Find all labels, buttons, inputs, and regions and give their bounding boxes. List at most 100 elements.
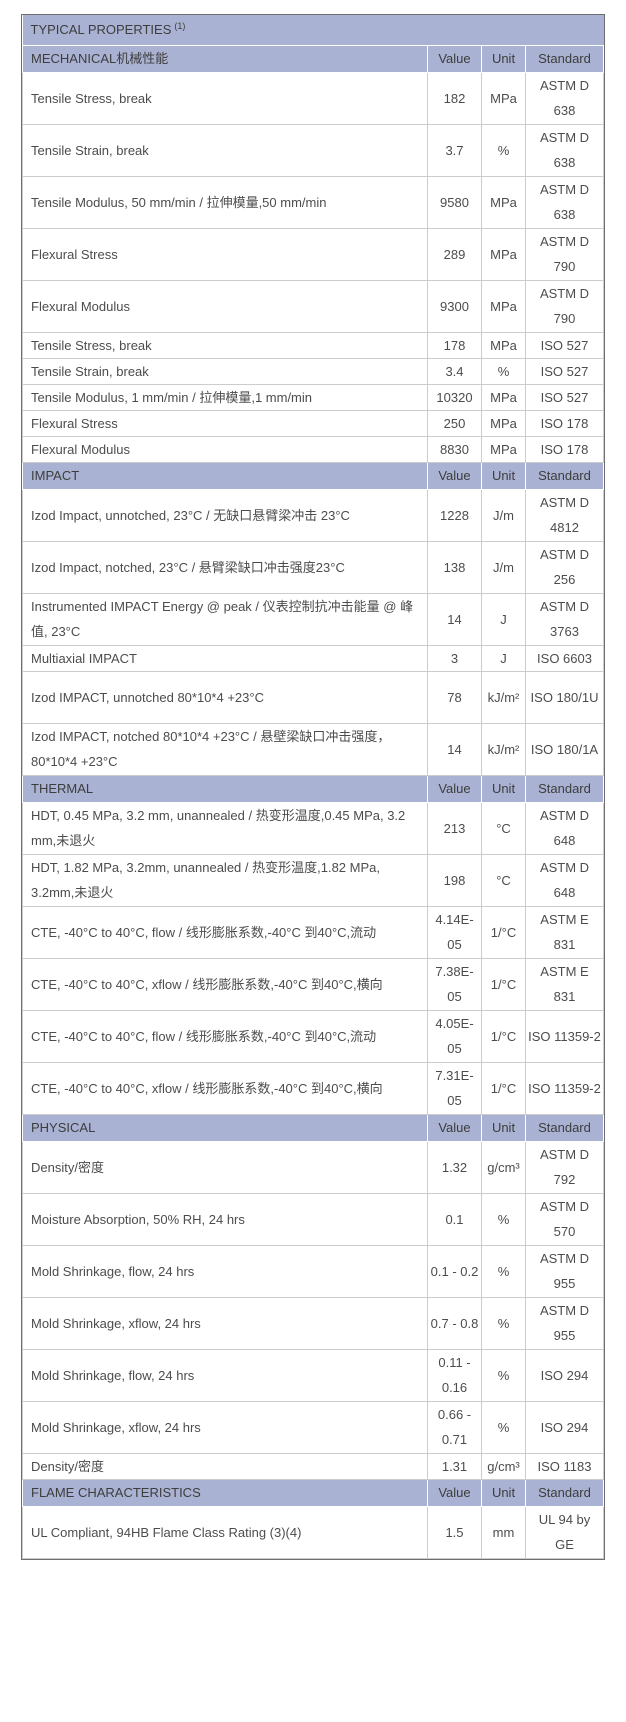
section-label: IMPACT	[22, 461, 428, 490]
table-title-cell: TYPICAL PROPERTIES (1)	[22, 15, 604, 45]
standard-cell: ASTM D 3763	[525, 592, 604, 646]
standard-cell: ASTM E 831	[525, 905, 604, 959]
standard-cell: ISO 178	[525, 409, 604, 437]
column-header: Unit	[481, 774, 526, 803]
value-cell: 14	[427, 592, 482, 646]
standard-cell: ASTM D 4812	[525, 488, 604, 542]
standard-cell: ASTM D 955	[525, 1296, 604, 1350]
value-cell: 198	[427, 853, 482, 907]
section-label: FLAME CHARACTERISTICS	[22, 1478, 428, 1507]
unit-cell: %	[481, 123, 526, 177]
value-cell: 3.4	[427, 357, 482, 385]
value-cell: 289	[427, 227, 482, 281]
table-row: Multiaxial IMPACT 3 J ISO 6603	[22, 644, 604, 672]
table-row: Izod Impact, notched, 23°C / 悬臂梁缺口冲击强度23…	[22, 540, 604, 594]
value-cell: 138	[427, 540, 482, 594]
table-row: Density/密度 1.32 g/cm³ ASTM D 792	[22, 1140, 604, 1194]
column-header: Unit	[481, 1113, 526, 1142]
value-cell: 3	[427, 644, 482, 672]
section-header-row: FLAME CHARACTERISTICS Value Unit Standard	[22, 1478, 604, 1507]
unit-cell: 1/°C	[481, 1061, 526, 1115]
property-cell: Flexural Modulus	[22, 435, 428, 463]
column-header: Unit	[481, 461, 526, 490]
table-row: Mold Shrinkage, flow, 24 hrs 0.1 - 0.2% AS…	[22, 1244, 604, 1298]
table-row: Izod IMPACT, notched 80*10*4 +23°C / 悬壁梁…	[22, 722, 604, 776]
value-cell: 4.05E-05	[427, 1009, 482, 1063]
table-row: Mold Shrinkage, xflow, 24 hrs 0.7 - 0.8% A…	[22, 1296, 604, 1350]
standard-cell: ISO 527	[525, 331, 604, 359]
standard-cell: ISO 11359-2	[525, 1009, 604, 1063]
standard-cell: ISO 294	[525, 1348, 604, 1402]
property-cell: Flexural Stress	[22, 227, 428, 281]
column-header: Value	[427, 461, 482, 490]
value-cell: 178	[427, 331, 482, 359]
property-cell: Tensile Strain, break	[22, 123, 428, 177]
section-header-row: PHYSICAL Value Unit Standard	[22, 1113, 604, 1142]
unit-cell: J	[481, 644, 526, 672]
property-cell: Izod Impact, notched, 23°C / 悬臂梁缺口冲击强度23…	[22, 540, 428, 594]
property-cell: Moisture Absorption, 50% RH, 24 hrs	[22, 1192, 428, 1246]
unit-cell: 1/°C	[481, 1009, 526, 1063]
property-cell: UL Compliant, 94HB Flame Class Rating (3…	[22, 1505, 428, 1559]
property-cell: Mold Shrinkage, xflow, 24 hrs	[22, 1296, 428, 1350]
unit-cell: MPa	[481, 331, 526, 359]
value-cell: 7.31E-05	[427, 1061, 482, 1115]
property-cell: Izod IMPACT, unnotched 80*10*4 +23°C	[22, 670, 428, 724]
table-row: CTE, -40°C to 40°C, xflow / 线形膨胀系数,-40°C…	[22, 1061, 604, 1115]
standard-cell: ISO 180/1A	[525, 722, 604, 776]
property-cell: CTE, -40°C to 40°C, xflow / 线形膨胀系数,-40°C…	[22, 1061, 428, 1115]
unit-cell: MPa	[481, 227, 526, 281]
section-header-row: THERMAL Value Unit Standard	[22, 774, 604, 803]
table-row: Tensile Strain, break 3.4% ISO 527	[22, 357, 604, 385]
table-row: UL Compliant, 94HB Flame Class Rating (3…	[22, 1505, 604, 1559]
section-header-row: MECHANICAL机械性能 Value Unit Standard	[22, 44, 604, 73]
unit-cell: MPa	[481, 279, 526, 333]
standard-cell: ISO 180/1U	[525, 670, 604, 724]
unit-cell: %	[481, 357, 526, 385]
standard-cell: ASTM D 955	[525, 1244, 604, 1298]
table-row: Moisture Absorption, 50% RH, 24 hrs 0.1% A…	[22, 1192, 604, 1246]
unit-cell: 1/°C	[481, 905, 526, 959]
value-cell: 4.14E-05	[427, 905, 482, 959]
unit-cell: %	[481, 1296, 526, 1350]
property-cell: Izod Impact, unnotched, 23°C / 无缺口悬臂梁冲击 …	[22, 488, 428, 542]
property-cell: CTE, -40°C to 40°C, xflow / 线形膨胀系数,-40°C…	[22, 957, 428, 1011]
table-row: CTE, -40°C to 40°C, xflow / 线形膨胀系数,-40°C…	[22, 957, 604, 1011]
value-cell: 250	[427, 409, 482, 437]
standard-cell: ASTM D 256	[525, 540, 604, 594]
property-cell: Tensile Stress, break	[22, 71, 428, 125]
table-row: HDT, 0.45 MPa, 3.2 mm, unannealed / 热变形温…	[22, 801, 604, 855]
table-row: HDT, 1.82 MPa, 3.2mm, unannealed / 热变形温度…	[22, 853, 604, 907]
unit-cell: %	[481, 1192, 526, 1246]
unit-cell: g/cm³	[481, 1140, 526, 1194]
table-title-row: TYPICAL PROPERTIES (1)	[22, 15, 604, 45]
column-header: Value	[427, 1478, 482, 1507]
standard-cell: ISO 11359-2	[525, 1061, 604, 1115]
property-cell: Flexural Modulus	[22, 279, 428, 333]
value-cell: 0.7 - 0.8	[427, 1296, 482, 1350]
column-header: Value	[427, 44, 482, 73]
property-cell: CTE, -40°C to 40°C, flow / 线形膨胀系数,-40°C …	[22, 1009, 428, 1063]
standard-cell: ISO 527	[525, 357, 604, 385]
value-cell: 78	[427, 670, 482, 724]
standard-cell: ASTM D 790	[525, 227, 604, 281]
column-header: Standard	[525, 44, 604, 73]
property-cell: CTE, -40°C to 40°C, flow / 线形膨胀系数,-40°C …	[22, 905, 428, 959]
value-cell: 213	[427, 801, 482, 855]
column-header: Standard	[525, 1113, 604, 1142]
value-cell: 10320	[427, 383, 482, 411]
unit-cell: %	[481, 1348, 526, 1402]
table-row: Density/密度 1.31 g/cm³ ISO 1183	[22, 1452, 604, 1480]
unit-cell: J/m	[481, 540, 526, 594]
standard-cell: ASTM E 831	[525, 957, 604, 1011]
section-label: PHYSICAL	[22, 1113, 428, 1142]
standard-cell: ISO 1183	[525, 1452, 604, 1480]
property-cell: Tensile Modulus, 1 mm/min / 拉伸模量,1 mm/mi…	[22, 383, 428, 411]
table-row: Flexural Modulus 9300 MPa ASTM D 790	[22, 279, 604, 333]
table-row: Tensile Stress, break 182 MPa ASTM D 638	[22, 71, 604, 125]
property-cell: Flexural Stress	[22, 409, 428, 437]
table-row: CTE, -40°C to 40°C, flow / 线形膨胀系数,-40°C …	[22, 1009, 604, 1063]
table-row: Flexural Stress 289 MPa ASTM D 790	[22, 227, 604, 281]
value-cell: 3.7	[427, 123, 482, 177]
unit-cell: MPa	[481, 383, 526, 411]
